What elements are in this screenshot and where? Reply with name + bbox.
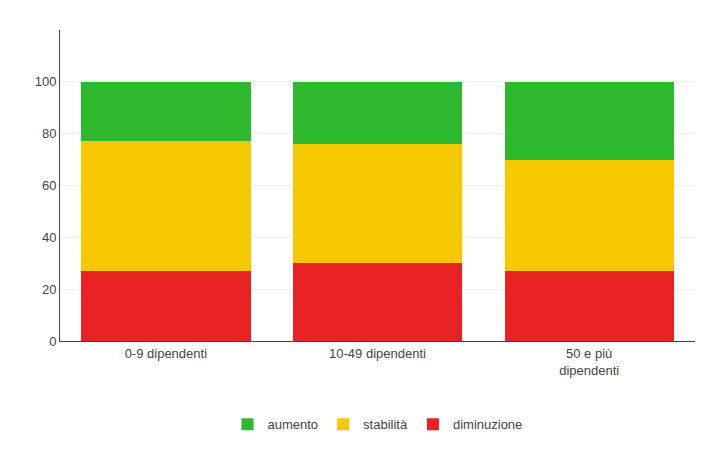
svg-text:100: 100: [35, 74, 57, 89]
svg-text:50 e piùdipendenti: 50 e piùdipendenti: [559, 346, 619, 378]
svg-text:stabilità: stabilità: [363, 417, 408, 432]
svg-text:aumento: aumento: [268, 417, 319, 432]
svg-text:diminuzione: diminuzione: [453, 417, 522, 432]
svg-text:10-49 dipendenti: 10-49 dipendenti: [329, 346, 426, 361]
svg-text:20: 20: [42, 282, 56, 297]
svg-text:80: 80: [42, 126, 56, 141]
svg-text:0-9 dipendenti: 0-9 dipendenti: [125, 346, 208, 361]
svg-text:60: 60: [42, 178, 56, 193]
svg-text:40: 40: [42, 230, 56, 245]
svg-text:0: 0: [49, 334, 56, 349]
